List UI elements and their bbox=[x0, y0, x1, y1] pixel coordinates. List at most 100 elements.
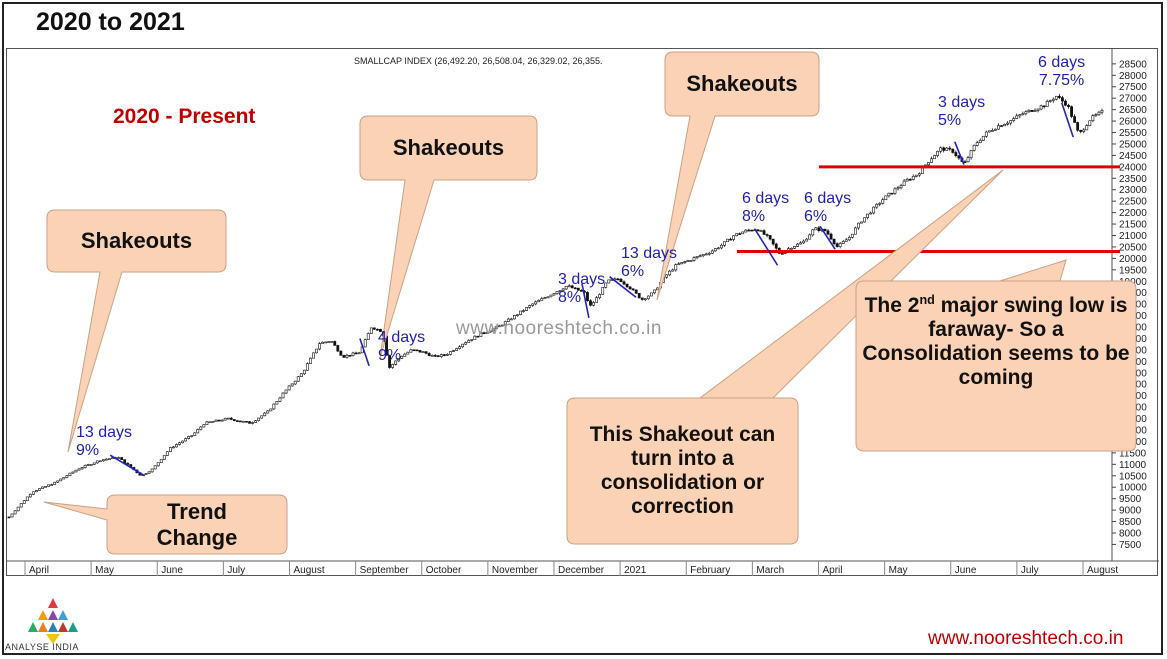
swing-annotation-5: 6 days 8% bbox=[742, 190, 789, 227]
site-url[interactable]: www.nooreshtech.co.in bbox=[928, 628, 1124, 649]
candle-body bbox=[835, 243, 839, 247]
candle-body bbox=[863, 217, 866, 223]
y-tick-label: 22000 bbox=[1119, 208, 1147, 219]
candle-body bbox=[729, 238, 732, 241]
candle-body bbox=[701, 254, 705, 257]
y-tick-label: 26000 bbox=[1119, 117, 1147, 128]
candle-body bbox=[357, 352, 361, 355]
annotation-days: 13 days bbox=[76, 424, 133, 441]
annotation-days: 3 days bbox=[558, 271, 606, 288]
x-tick-label: August bbox=[294, 565, 325, 576]
candle-body bbox=[86, 464, 90, 466]
candle-body bbox=[68, 472, 72, 477]
y-tick-label: 11000 bbox=[1119, 460, 1147, 471]
y-tick-label: 10000 bbox=[1119, 483, 1147, 494]
candle-body bbox=[1082, 129, 1086, 132]
candle-body bbox=[1073, 116, 1076, 123]
candle-body bbox=[248, 421, 251, 424]
y-tick-label: 17500 bbox=[1119, 311, 1147, 322]
candle-body bbox=[345, 354, 349, 358]
candle-body bbox=[997, 125, 1000, 130]
y-tick-label: 12000 bbox=[1119, 437, 1147, 448]
candle-body bbox=[108, 458, 111, 460]
y-tick-label: 18500 bbox=[1119, 288, 1147, 299]
candle-body bbox=[930, 158, 933, 163]
candle-body bbox=[756, 229, 760, 232]
x-tick-label: December bbox=[558, 565, 605, 576]
candle-body bbox=[266, 410, 270, 414]
candle-body bbox=[245, 420, 248, 423]
y-tick-label: 28000 bbox=[1119, 71, 1147, 82]
y-tick-label: 22500 bbox=[1119, 197, 1147, 208]
candle-body bbox=[829, 233, 833, 240]
candle-body bbox=[780, 253, 784, 255]
support-lines bbox=[737, 165, 1120, 254]
candle-body bbox=[330, 341, 334, 343]
candle-body bbox=[442, 354, 446, 356]
candle-body bbox=[318, 343, 321, 350]
candle-body bbox=[165, 451, 169, 456]
candle-body bbox=[162, 455, 166, 460]
candle-body bbox=[826, 230, 830, 235]
candle-body bbox=[774, 243, 778, 249]
y-tick-label: 8500 bbox=[1119, 517, 1142, 528]
candle-body bbox=[927, 162, 930, 166]
candle-body bbox=[531, 303, 535, 306]
y-tick-label: 8000 bbox=[1119, 528, 1142, 539]
candle-body bbox=[83, 465, 87, 468]
candle-body bbox=[464, 342, 468, 345]
candle-body bbox=[549, 294, 553, 298]
candle-body bbox=[796, 243, 799, 247]
candle-body bbox=[363, 339, 367, 348]
candle-body bbox=[747, 229, 751, 232]
candle-body bbox=[790, 247, 793, 250]
candle-body bbox=[555, 291, 559, 294]
annotation-days: 6 days bbox=[1038, 54, 1086, 71]
logo-text: ANALYSE INDIA bbox=[5, 642, 79, 652]
annotation-days: 6 days bbox=[742, 190, 790, 207]
x-tick-label: February bbox=[690, 565, 730, 576]
y-tick-label: 20500 bbox=[1119, 242, 1147, 253]
candle-body bbox=[659, 282, 662, 289]
candle-body bbox=[74, 469, 78, 473]
candle-body bbox=[44, 486, 47, 488]
candle-body bbox=[939, 147, 943, 152]
candle-body bbox=[424, 351, 428, 354]
candle-body bbox=[150, 468, 154, 473]
y-tick-label: 13500 bbox=[1119, 403, 1147, 414]
candle-body bbox=[1085, 125, 1089, 131]
candle-body bbox=[193, 432, 197, 436]
x-tick-label: September bbox=[360, 565, 410, 576]
candle-body bbox=[89, 464, 93, 466]
candle-body bbox=[41, 486, 44, 489]
candle-body bbox=[312, 352, 315, 359]
candle-body bbox=[994, 128, 997, 131]
candle-body bbox=[933, 155, 936, 160]
candle-body bbox=[62, 477, 66, 480]
candle-body bbox=[653, 289, 656, 294]
y-tick-label: 13000 bbox=[1119, 414, 1147, 425]
candle-body bbox=[175, 444, 178, 448]
candle-body bbox=[704, 253, 708, 256]
candle-body bbox=[634, 289, 638, 294]
candle-body bbox=[954, 152, 958, 157]
candle-body bbox=[656, 287, 659, 291]
candle-body bbox=[884, 195, 888, 201]
candle-body bbox=[726, 238, 729, 243]
candle-body bbox=[348, 354, 352, 357]
candle-body bbox=[1079, 129, 1083, 132]
candle-body bbox=[1042, 105, 1046, 108]
x-tick-label: April bbox=[29, 565, 49, 576]
candle-body bbox=[948, 147, 952, 150]
candle-body bbox=[449, 351, 452, 355]
candle-body bbox=[650, 292, 653, 297]
candle-body bbox=[558, 290, 562, 292]
candle-body bbox=[284, 389, 288, 394]
candle-body bbox=[427, 353, 431, 356]
candle-body bbox=[1094, 114, 1098, 116]
y-tick-label: 23500 bbox=[1119, 174, 1147, 185]
candle-body bbox=[738, 233, 742, 235]
candle-body bbox=[56, 480, 60, 483]
candle-body bbox=[1051, 98, 1055, 101]
candle-body bbox=[217, 419, 221, 422]
